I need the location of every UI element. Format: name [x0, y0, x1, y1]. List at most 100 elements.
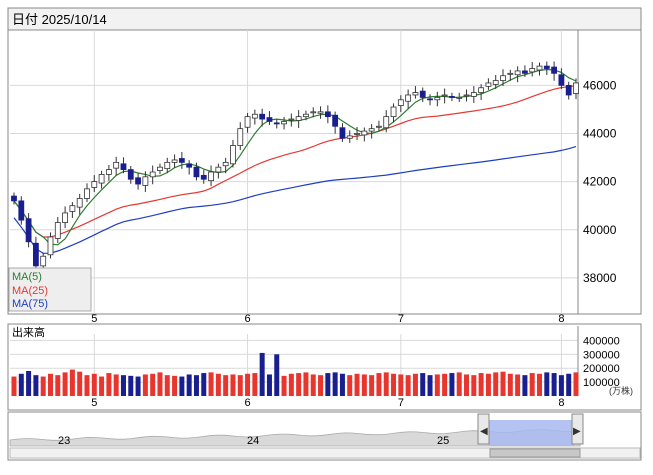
candle-body — [266, 117, 273, 122]
candle-body — [149, 171, 156, 178]
volume-bar — [456, 372, 462, 396]
navigator-right-handle[interactable] — [571, 413, 584, 445]
candle-body — [434, 96, 441, 101]
legend-box — [8, 267, 92, 312]
volume-bar — [55, 375, 61, 396]
candle-body — [178, 158, 185, 163]
legend-ma5: MA(5) — [12, 271, 42, 283]
volume-bar — [26, 370, 32, 396]
x-tick-label: 5 — [91, 313, 97, 325]
volume-bar — [179, 376, 185, 396]
volume-bar — [391, 373, 397, 396]
volume-bar — [478, 373, 484, 396]
candle-body — [500, 75, 506, 81]
navigator-scrollbar-thumb[interactable] — [489, 448, 581, 458]
volume-bar — [296, 373, 302, 396]
candle-body — [346, 135, 353, 139]
candle-body — [91, 181, 98, 188]
volume-tick-label: 200000 — [583, 363, 620, 375]
legend-ma75: MA(75) — [12, 298, 48, 310]
candle-body — [419, 90, 426, 98]
candle-body — [113, 161, 120, 169]
volume-bar — [237, 375, 243, 396]
volume-bar — [113, 374, 119, 396]
candle-body — [558, 74, 565, 86]
volume-bar — [573, 372, 579, 396]
candle-body — [76, 198, 83, 208]
candle-body — [485, 82, 492, 87]
candle-body — [397, 99, 404, 106]
volume-bar — [150, 373, 156, 396]
volume-bar — [551, 373, 557, 396]
volume-bar — [310, 374, 316, 396]
navigator-selection[interactable] — [489, 420, 574, 446]
candle-body — [361, 130, 368, 136]
volume-bar — [354, 373, 360, 396]
volume-unit: (万株) — [609, 385, 633, 396]
candle-body — [193, 166, 200, 178]
price-plot: 38000400004200044000460005678910 — [10, 30, 617, 325]
candle-body — [507, 72, 514, 75]
volume-bar — [398, 374, 404, 396]
volume-bar — [493, 372, 499, 396]
navigator-tick-label: 23 — [58, 435, 70, 447]
volume-bar — [215, 373, 221, 396]
candle-body — [295, 116, 302, 121]
y-tick-label: 42000 — [583, 175, 617, 189]
candle-body — [390, 106, 397, 118]
volume-bar — [99, 376, 105, 396]
candle-body — [98, 174, 105, 184]
candle-body — [200, 174, 207, 180]
volume-bar — [47, 373, 53, 396]
candle-body — [222, 161, 229, 167]
navigator-left-handle[interactable] — [477, 413, 490, 445]
candle-body — [11, 195, 17, 202]
candle-body — [339, 127, 346, 139]
candle-body — [449, 96, 455, 98]
volume-bar — [325, 373, 331, 396]
volume-bar — [62, 372, 68, 396]
volume-bar — [164, 375, 170, 396]
volume-bar — [332, 372, 338, 396]
x-tick-label: 7 — [398, 313, 404, 325]
candle-body — [32, 242, 39, 267]
navigator-scrollbar-track[interactable] — [9, 447, 641, 459]
candle-body — [405, 94, 412, 102]
candle-body — [470, 92, 477, 97]
candle-body — [84, 188, 90, 199]
candle-body — [478, 87, 485, 93]
volume-bar — [230, 374, 236, 396]
volume-bar — [427, 375, 433, 396]
y-tick-label: 44000 — [583, 126, 617, 140]
volume-bar — [500, 371, 506, 396]
volume-bar — [245, 373, 251, 396]
ma5-line — [13, 68, 577, 246]
ma75-line — [13, 146, 577, 254]
volume-bar — [40, 376, 46, 396]
y-tick-label: 38000 — [583, 271, 617, 285]
volume-bar — [464, 374, 470, 396]
candle-body — [215, 166, 222, 173]
volume-bar — [318, 375, 324, 396]
volume-x-tick-label: 5 — [91, 397, 97, 409]
header-bar — [7, 7, 642, 31]
volume-bar — [84, 375, 90, 396]
volume-bar — [485, 373, 491, 396]
volume-bar — [18, 373, 24, 396]
candle-body — [427, 98, 433, 101]
volume-panel-frame — [7, 323, 642, 411]
volume-bar — [128, 375, 134, 396]
candle-body — [536, 65, 543, 71]
volume-bar — [361, 374, 367, 396]
volume-bar — [281, 375, 287, 396]
left-handle-icon: ◀ — [480, 426, 488, 437]
candle-body — [18, 200, 25, 221]
y-tick-label: 46000 — [583, 78, 617, 92]
navigator-tick-label: 25 — [437, 435, 449, 447]
legend-ma25: MA(25) — [12, 285, 48, 297]
x-tick-label: 8 — [558, 313, 564, 325]
volume-bar — [529, 373, 535, 396]
volume-bar — [91, 373, 97, 396]
candle-body — [105, 169, 112, 175]
volume-bar — [186, 374, 192, 396]
